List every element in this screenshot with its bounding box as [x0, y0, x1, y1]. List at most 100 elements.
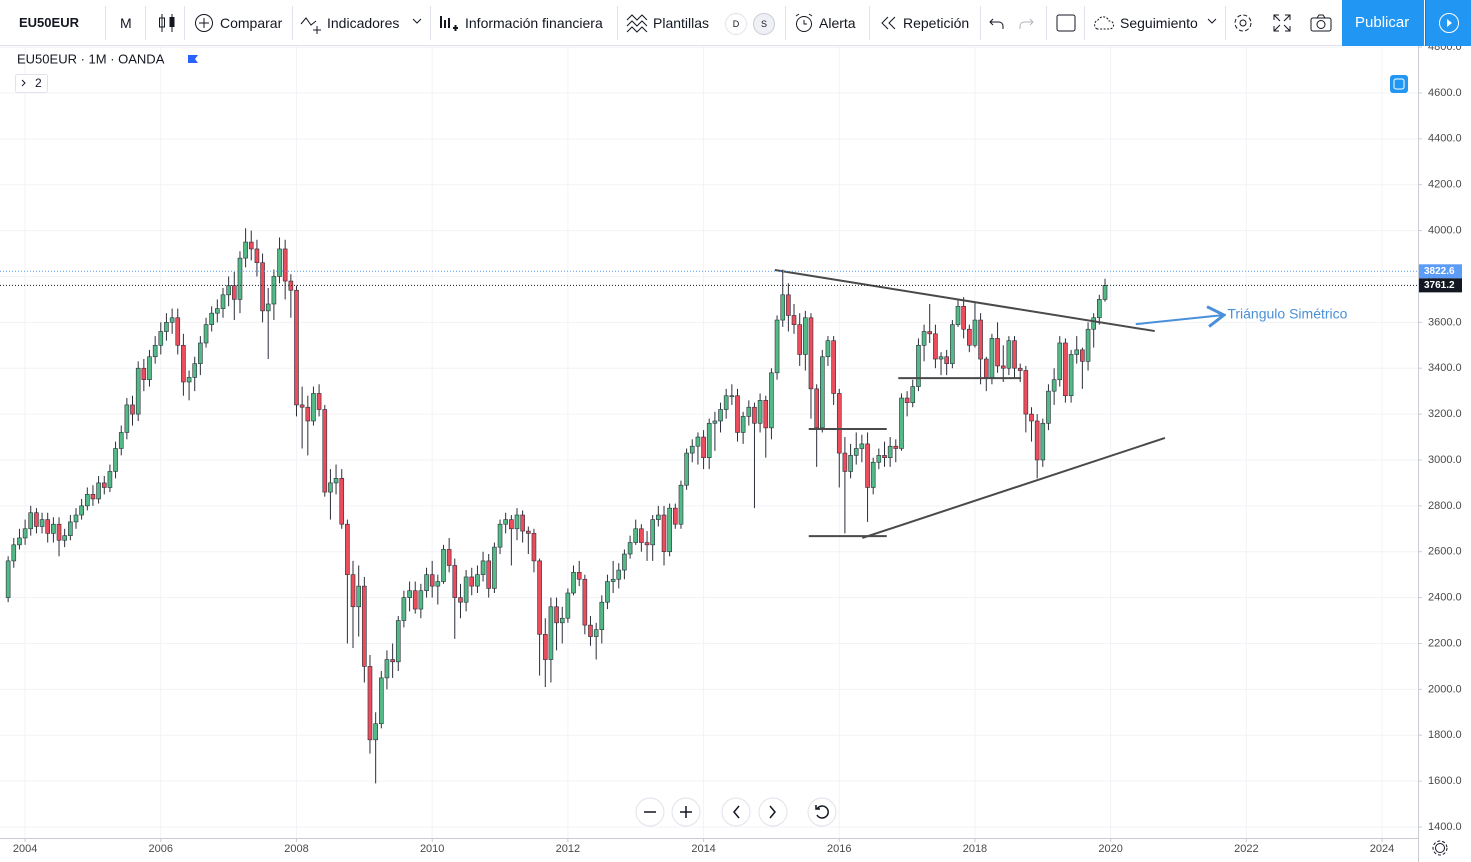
- watchlist-button[interactable]: Seguimiento: [1120, 15, 1198, 31]
- candle-body: [531, 533, 537, 562]
- templates-button[interactable]: Plantillas: [653, 15, 710, 31]
- candle-body: [718, 409, 723, 422]
- y-tick-label: 2600.0: [1428, 546, 1462, 558]
- interval[interactable]: M: [120, 15, 132, 31]
- candle-body: [158, 331, 164, 346]
- candle-body: [650, 519, 655, 546]
- candle-body: [757, 400, 763, 424]
- candle-body: [401, 597, 407, 621]
- indicator-count[interactable]: 2: [35, 76, 42, 90]
- candle-body: [486, 560, 492, 589]
- candle-body: [277, 248, 282, 277]
- separator: [869, 6, 870, 40]
- candle-body: [684, 452, 689, 486]
- reset-button[interactable]: [807, 797, 837, 827]
- candle-body: [311, 393, 316, 422]
- play-icon[interactable]: [1438, 12, 1460, 34]
- autoscale-button[interactable]: [1390, 75, 1408, 93]
- candle-body: [492, 546, 497, 589]
- publish-button[interactable]: Publicar: [1342, 0, 1424, 46]
- session-button[interactable]: S: [753, 13, 775, 35]
- dropdown-icon[interactable]: [1207, 18, 1217, 26]
- candle-body: [797, 324, 803, 355]
- candle-body: [288, 280, 294, 291]
- alert-icon[interactable]: [793, 12, 815, 34]
- alert-button[interactable]: Alerta: [819, 15, 856, 31]
- candle-body: [899, 397, 904, 449]
- left-icon: [733, 805, 740, 819]
- scroll-left-button[interactable]: [721, 797, 751, 827]
- candle-body: [537, 560, 542, 635]
- candle-body: [723, 395, 729, 410]
- candle-body: [633, 528, 639, 543]
- candle-body: [322, 409, 328, 493]
- candle-body: [559, 617, 565, 624]
- watchlist-icon[interactable]: [1091, 12, 1117, 34]
- undo-icon[interactable]: [988, 12, 1006, 34]
- candle-body: [542, 633, 548, 660]
- separator: [1225, 6, 1226, 40]
- candle-body: [593, 629, 599, 637]
- indicators-icon[interactable]: [300, 12, 324, 34]
- candle-body: [51, 523, 56, 534]
- reset-icon: [815, 805, 829, 819]
- settings-corner[interactable]: [1432, 840, 1448, 856]
- y-tick-label: 1800.0: [1428, 729, 1462, 741]
- financials-button[interactable]: Información financiera: [465, 15, 603, 31]
- templates-icon[interactable]: [626, 12, 648, 34]
- candle-body: [820, 356, 825, 429]
- candle-body: [667, 507, 672, 553]
- indicators-button[interactable]: Indicadores: [327, 15, 400, 31]
- candle-body: [582, 578, 588, 626]
- snapshot-icon[interactable]: [1309, 12, 1333, 34]
- flag-icon[interactable]: [188, 55, 198, 63]
- candle-body: [961, 305, 966, 330]
- compare-button[interactable]: Comparar: [220, 15, 283, 31]
- candle-body: [316, 393, 322, 410]
- candle-body: [893, 445, 899, 449]
- candle-body: [520, 514, 525, 532]
- layout-icon[interactable]: [1055, 12, 1077, 34]
- candle-body: [825, 340, 831, 358]
- candle-body: [814, 388, 819, 429]
- candle-body: [101, 482, 107, 488]
- candle-body: [1040, 422, 1046, 461]
- symbol[interactable]: EU50EUR: [19, 15, 79, 30]
- play-button[interactable]: [1425, 0, 1471, 46]
- candle-body: [56, 523, 62, 541]
- candle-body: [791, 315, 797, 325]
- candle-body: [384, 659, 390, 679]
- candle-body: [1068, 354, 1074, 397]
- replay-icon[interactable]: [879, 12, 899, 34]
- candle-body: [181, 344, 186, 383]
- candle-body: [786, 294, 791, 316]
- settings-icon[interactable]: [1232, 12, 1254, 34]
- candle-body: [345, 523, 350, 575]
- financials-icon[interactable]: [438, 12, 460, 34]
- candle-body: [656, 514, 661, 520]
- separator: [145, 6, 146, 40]
- candle-body: [5, 560, 11, 598]
- fullscreen-icon[interactable]: [1271, 12, 1293, 34]
- candle-body: [639, 528, 644, 543]
- compare-icon[interactable]: [193, 12, 215, 34]
- candle-body: [989, 338, 995, 378]
- separator: [184, 6, 185, 40]
- indicator-toggle[interactable]: [15, 74, 48, 93]
- separator: [292, 6, 293, 40]
- candle-body: [661, 514, 667, 553]
- separator: [430, 6, 431, 40]
- candle-icon[interactable]: [157, 12, 177, 34]
- publish-label[interactable]: Publicar: [1355, 14, 1410, 31]
- dropdown-icon[interactable]: [412, 18, 422, 26]
- candle-body: [729, 395, 735, 398]
- replay-button[interactable]: Repetición: [903, 15, 970, 31]
- session-button[interactable]: D: [725, 13, 747, 35]
- candle-body: [774, 319, 780, 374]
- x-tick-label: 2012: [556, 843, 580, 855]
- x-tick-label: 2016: [827, 843, 851, 855]
- redo-icon[interactable]: [1017, 12, 1035, 34]
- candle-body: [73, 514, 79, 523]
- scroll-right-button[interactable]: [758, 797, 788, 827]
- candle-body: [548, 606, 554, 660]
